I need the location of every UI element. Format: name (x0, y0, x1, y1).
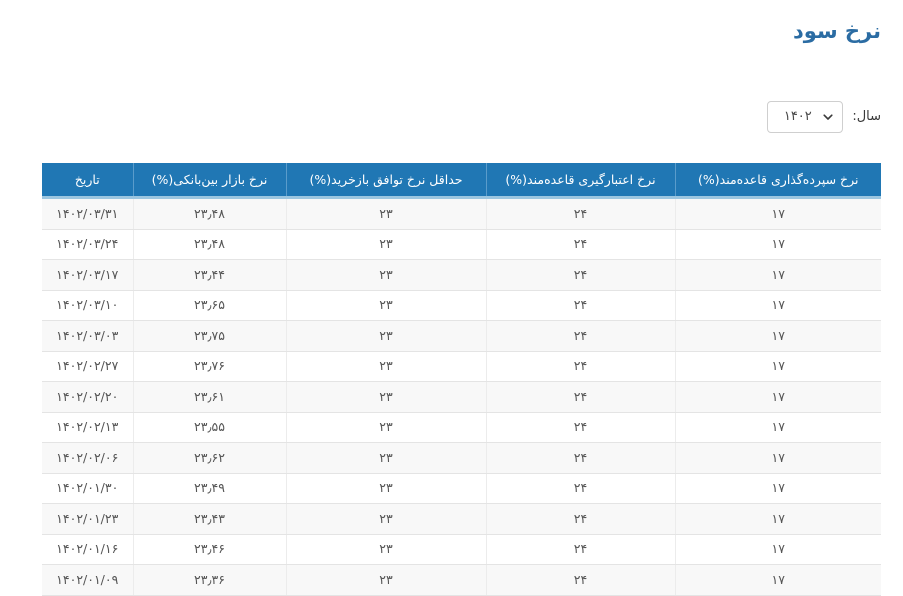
table-row: ۱۷ ۲۴ ۲۳ ۲۳٫۳۶ ۱۴۰۲/۰۱/۰۹ (42, 564, 881, 596)
column-header-repo[interactable]: حداقل نرخ توافق بازخرید(%) (285, 163, 486, 199)
cell-date: ۱۴۰۲/۰۳/۲۴ (42, 229, 133, 260)
cell-date: ۱۴۰۲/۰۳/۱۰ (42, 290, 133, 321)
table-row: ۱۷ ۲۴ ۲۳ ۲۳٫۷۶ ۱۴۰۲/۰۲/۲۷ (42, 351, 881, 382)
cell-deposit: ۱۷ (674, 503, 881, 535)
table-row: ۱۷ ۲۴ ۲۳ ۲۳٫۴۸ ۱۴۰۲/۰۳/۳۱ (42, 197, 881, 230)
cell-date: ۱۴۰۲/۰۱/۲۳ (42, 503, 133, 535)
cell-deposit: ۱۷ (674, 412, 881, 443)
cell-credit: ۲۴ (485, 473, 675, 504)
cell-credit: ۲۴ (485, 197, 675, 230)
cell-date: ۱۴۰۲/۰۲/۲۰ (42, 381, 133, 413)
cell-repo: ۲۳ (285, 534, 486, 565)
year-select[interactable]: ۱۴۰۲ (767, 101, 844, 133)
year-filter-label: سال: (852, 109, 881, 124)
cell-deposit: ۱۷ (674, 473, 881, 504)
cell-credit: ۲۴ (485, 381, 675, 413)
cell-credit: ۲۴ (485, 320, 675, 352)
cell-date: ۱۴۰۲/۰۳/۳۱ (42, 197, 133, 230)
table-row: ۱۷ ۲۴ ۲۳ ۲۳٫۴۸ ۱۴۰۲/۰۳/۲۴ (42, 229, 881, 260)
cell-repo: ۲۳ (285, 381, 486, 413)
cell-repo: ۲۳ (285, 564, 486, 596)
cell-credit: ۲۴ (485, 351, 675, 382)
cell-deposit: ۱۷ (674, 564, 881, 596)
cell-repo: ۲۳ (285, 197, 486, 230)
cell-deposit: ۱۷ (674, 197, 881, 230)
column-header-interbank[interactable]: نرخ بازار بین‌بانکی(%) (132, 163, 286, 199)
table-row: ۱۷ ۲۴ ۲۳ ۲۳٫۵۵ ۱۴۰۲/۰۲/۱۳ (42, 412, 881, 443)
cell-interbank: ۲۳٫۶۲ (132, 442, 286, 474)
cell-deposit: ۱۷ (674, 442, 881, 474)
cell-deposit: ۱۷ (674, 229, 881, 260)
cell-interbank: ۲۳٫۴۸ (132, 229, 286, 260)
page-title: نرخ سود (793, 19, 881, 43)
chevron-down-icon (823, 112, 833, 122)
cell-interbank: ۲۳٫۴۴ (132, 259, 286, 291)
column-header-credit[interactable]: نرخ اعتبارگیری قاعده‌مند(%) (485, 163, 675, 199)
cell-interbank: ۲۳٫۳۶ (132, 564, 286, 596)
year-select-value: ۱۴۰۲ (783, 109, 812, 124)
column-header-date[interactable]: تاریخ (42, 163, 133, 199)
cell-credit: ۲۴ (485, 534, 675, 565)
table-row: ۱۷ ۲۴ ۲۳ ۲۳٫۴۴ ۱۴۰۲/۰۳/۱۷ (42, 259, 881, 291)
cell-date: ۱۴۰۲/۰۲/۱۳ (42, 412, 133, 443)
cell-deposit: ۱۷ (674, 381, 881, 413)
cell-date: ۱۴۰۲/۰۳/۱۷ (42, 259, 133, 291)
year-filter: سال: ۱۴۰۲ (767, 101, 881, 133)
cell-repo: ۲۳ (285, 473, 486, 504)
table-body: ۱۷ ۲۴ ۲۳ ۲۳٫۴۸ ۱۴۰۲/۰۳/۳۱ ۱۷ ۲۴ ۲۳ ۲۳٫۴۸ ۱۴۰۲/۰۳/… (42, 197, 881, 596)
cell-interbank: ۲۳٫۷۶ (132, 351, 286, 382)
cell-credit: ۲۴ (485, 412, 675, 443)
cell-deposit: ۱۷ (674, 259, 881, 291)
cell-repo: ۲۳ (285, 320, 486, 352)
cell-deposit: ۱۷ (674, 320, 881, 352)
cell-date: ۱۴۰۲/۰۳/۰۳ (42, 320, 133, 352)
cell-credit: ۲۴ (485, 564, 675, 596)
table-row: ۱۷ ۲۴ ۲۳ ۲۳٫۴۹ ۱۴۰۲/۰۱/۳۰ (42, 473, 881, 504)
column-header-deposit[interactable]: نرخ سپرده‌گذاری قاعده‌مند(%) (674, 163, 881, 199)
cell-credit: ۲۴ (485, 259, 675, 291)
cell-date: ۱۴۰۲/۰۱/۱۶ (42, 534, 133, 565)
table-row: ۱۷ ۲۴ ۲۳ ۲۳٫۶۲ ۱۴۰۲/۰۲/۰۶ (42, 442, 881, 474)
table-header: نرخ سپرده‌گذاری قاعده‌مند(%) نرخ اعتبارگ… (42, 163, 881, 199)
cell-interbank: ۲۳٫۴۹ (132, 473, 286, 504)
cell-credit: ۲۴ (485, 503, 675, 535)
cell-credit: ۲۴ (485, 442, 675, 474)
cell-credit: ۲۴ (485, 229, 675, 260)
cell-repo: ۲۳ (285, 259, 486, 291)
cell-interbank: ۲۳٫۵۵ (132, 412, 286, 443)
cell-repo: ۲۳ (285, 503, 486, 535)
cell-credit: ۲۴ (485, 290, 675, 321)
cell-interbank: ۲۳٫۶۱ (132, 381, 286, 413)
table-row: ۱۷ ۲۴ ۲۳ ۲۳٫۶۵ ۱۴۰۲/۰۳/۱۰ (42, 290, 881, 321)
cell-repo: ۲۳ (285, 412, 486, 443)
cell-repo: ۲۳ (285, 290, 486, 321)
cell-date: ۱۴۰۲/۰۲/۰۶ (42, 442, 133, 474)
table-row: ۱۷ ۲۴ ۲۳ ۲۳٫۴۳ ۱۴۰۲/۰۱/۲۳ (42, 503, 881, 535)
cell-repo: ۲۳ (285, 229, 486, 260)
table-header-row: نرخ سپرده‌گذاری قاعده‌مند(%) نرخ اعتبارگ… (42, 163, 881, 199)
cell-date: ۱۴۰۲/۰۲/۲۷ (42, 351, 133, 382)
cell-interbank: ۲۳٫۴۸ (132, 197, 286, 230)
cell-repo: ۲۳ (285, 351, 486, 382)
cell-interbank: ۲۳٫۶۵ (132, 290, 286, 321)
cell-date: ۱۴۰۲/۰۱/۳۰ (42, 473, 133, 504)
cell-interbank: ۲۳٫۷۵ (132, 320, 286, 352)
table-row: ۱۷ ۲۴ ۲۳ ۲۳٫۷۵ ۱۴۰۲/۰۳/۰۳ (42, 320, 881, 352)
rates-table-container: نرخ سپرده‌گذاری قاعده‌مند(%) نرخ اعتبارگ… (42, 163, 881, 596)
table-row: ۱۷ ۲۴ ۲۳ ۲۳٫۴۶ ۱۴۰۲/۰۱/۱۶ (42, 534, 881, 565)
cell-interbank: ۲۳٫۴۶ (132, 534, 286, 565)
cell-repo: ۲۳ (285, 442, 486, 474)
cell-deposit: ۱۷ (674, 534, 881, 565)
table-row: ۱۷ ۲۴ ۲۳ ۲۳٫۶۱ ۱۴۰۲/۰۲/۲۰ (42, 381, 881, 413)
cell-date: ۱۴۰۲/۰۱/۰۹ (42, 564, 133, 596)
cell-deposit: ۱۷ (674, 351, 881, 382)
cell-deposit: ۱۷ (674, 290, 881, 321)
rates-table: نرخ سپرده‌گذاری قاعده‌مند(%) نرخ اعتبارگ… (42, 163, 881, 596)
cell-interbank: ۲۳٫۴۳ (132, 503, 286, 535)
